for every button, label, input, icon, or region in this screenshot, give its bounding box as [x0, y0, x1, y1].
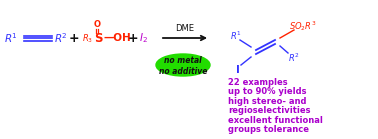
Text: groups tolerance: groups tolerance	[228, 125, 309, 134]
Text: O: O	[93, 19, 101, 28]
Text: up to 90% yields: up to 90% yields	[228, 87, 307, 96]
Text: $\mathit{R}^2$: $\mathit{R}^2$	[288, 52, 300, 64]
Text: $\mathit{R}^1$: $\mathit{R}^1$	[4, 31, 18, 45]
Text: regioselectivities: regioselectivities	[228, 106, 310, 115]
Text: excellent functional: excellent functional	[228, 116, 323, 125]
Text: no metal: no metal	[164, 55, 202, 64]
Text: no additive: no additive	[159, 66, 207, 75]
Text: I: I	[236, 65, 240, 75]
Ellipse shape	[156, 54, 210, 76]
Text: DME: DME	[175, 23, 195, 33]
Text: —OH: —OH	[103, 33, 131, 43]
Text: S: S	[94, 32, 102, 44]
Text: $\mathit{R}^2$: $\mathit{R}^2$	[54, 31, 68, 45]
Text: $R_3$: $R_3$	[82, 33, 93, 45]
Text: $\mathit{R}^1$: $\mathit{R}^1$	[230, 30, 242, 42]
Text: +: +	[128, 32, 138, 44]
Text: high stereo- and: high stereo- and	[228, 96, 307, 106]
Text: $SO_2R^3$: $SO_2R^3$	[289, 19, 317, 33]
Text: 22 examples: 22 examples	[228, 78, 288, 86]
Text: +: +	[69, 32, 79, 44]
Text: $I_2$: $I_2$	[139, 31, 148, 45]
